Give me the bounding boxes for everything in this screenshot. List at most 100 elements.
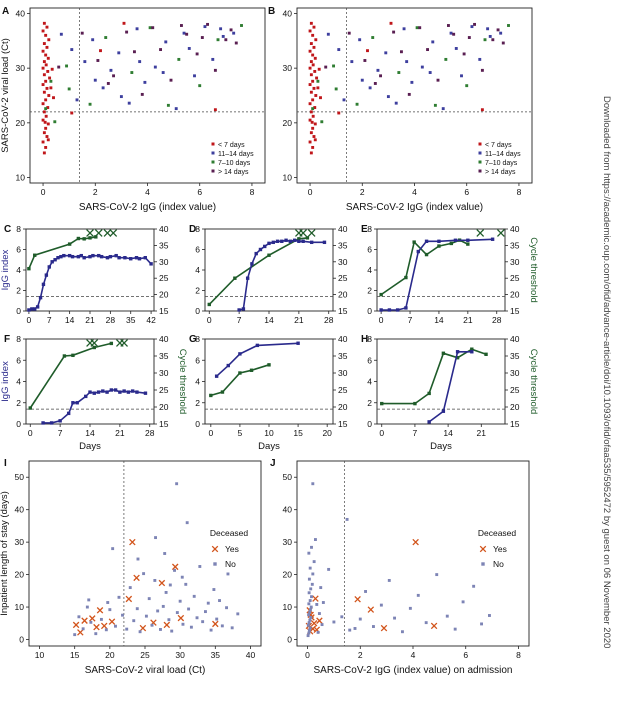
panel-G-ytick-label: 4	[195, 377, 200, 387]
data-point	[376, 68, 380, 72]
legend-key	[211, 545, 219, 553]
igg-point	[33, 307, 37, 311]
ct-undetected-marker	[476, 229, 485, 237]
data-point	[185, 521, 189, 525]
right-ytick-label: 20	[338, 402, 348, 412]
data-point	[49, 86, 53, 90]
data-point	[100, 622, 108, 630]
data-point	[373, 82, 377, 85]
data-point	[41, 66, 45, 70]
data-point	[201, 620, 205, 624]
data-point	[230, 626, 234, 630]
data-point	[307, 613, 311, 617]
data-point	[445, 614, 449, 618]
data-point	[192, 594, 196, 598]
data-point	[311, 79, 315, 83]
ct-series-line	[381, 348, 487, 405]
igg-point	[117, 256, 121, 260]
igg-point	[387, 308, 392, 312]
igg-point	[245, 276, 250, 280]
data-point	[229, 28, 233, 32]
download-note: Downloaded from https://academic.oup.com…	[601, 96, 612, 649]
panel-E-xtick-label: 14	[434, 315, 444, 325]
data-point	[46, 106, 50, 109]
panel-H-ytick-label: 2	[367, 398, 372, 408]
igg-point	[88, 390, 92, 394]
data-point	[177, 614, 185, 622]
data-point	[200, 36, 204, 39]
igg-point	[258, 247, 263, 252]
data-point	[44, 107, 48, 111]
ct-point	[238, 371, 242, 375]
igg-point	[427, 420, 431, 424]
data-point	[309, 21, 313, 25]
data-point	[501, 41, 505, 45]
data-point	[45, 25, 49, 29]
panel-G-ytick-label: 6	[195, 355, 200, 365]
data-point	[308, 610, 312, 614]
ct-undetected-marker	[109, 229, 118, 237]
data-point	[41, 140, 45, 144]
data-point	[144, 614, 148, 618]
data-point	[384, 51, 388, 55]
ct-point	[379, 292, 383, 297]
panel-F-frame	[25, 338, 155, 425]
data-point	[472, 584, 476, 588]
data-point	[151, 26, 155, 30]
data-point	[473, 22, 477, 26]
igg-point	[76, 254, 81, 259]
igg-point	[453, 238, 458, 242]
panel-E-xtick-label: 7	[408, 315, 413, 325]
panel-G-xtick-label: 5	[238, 428, 243, 438]
panel-H-ytick-label: 6	[367, 355, 372, 365]
data-point	[161, 604, 165, 608]
igg-point	[238, 352, 242, 356]
right-ytick-label: 20	[159, 290, 169, 300]
data-point	[45, 86, 49, 90]
igg-point	[66, 411, 71, 416]
ct-point	[88, 236, 92, 240]
legend-key	[479, 545, 487, 553]
igg-point	[226, 363, 230, 368]
ct-series-line	[210, 364, 270, 397]
igg-point	[41, 282, 46, 287]
igg-point	[250, 262, 254, 266]
igg-point	[58, 419, 62, 423]
data-point	[47, 38, 51, 42]
igg-point	[91, 253, 95, 258]
igg-point	[490, 237, 495, 241]
ct-point	[404, 275, 408, 280]
panel-J-ytick-label: 30	[283, 537, 293, 547]
panel-A-xtick-label: 2	[93, 187, 98, 197]
data-point-b	[139, 624, 147, 632]
data-point-b	[89, 615, 96, 622]
igg-point	[92, 391, 96, 395]
data-point	[310, 595, 313, 599]
data-point	[308, 566, 312, 570]
igg-point	[309, 240, 314, 245]
igg-point	[301, 239, 305, 243]
legend-key-b	[479, 545, 487, 553]
y-axis-title: Inpatient length of stay (days)	[0, 491, 10, 616]
data-point	[368, 86, 372, 90]
data-point	[41, 102, 45, 106]
data-point	[163, 552, 167, 555]
igg-point	[38, 295, 43, 300]
data-point	[332, 64, 336, 68]
data-point	[309, 90, 313, 94]
data-point	[180, 575, 184, 579]
data-point	[174, 107, 178, 111]
data-point	[363, 59, 367, 62]
panel-I-xtick-label: 35	[211, 650, 221, 660]
igg-point	[137, 257, 142, 261]
ct-point	[412, 240, 416, 244]
data-point-b	[100, 622, 108, 630]
igg-point	[53, 258, 57, 262]
right-ytick-label: 15	[159, 419, 169, 429]
panel-H: 0 7 14 21 0 2 4 6 8 15 20 25 30 35 40 Cycle threshold Da…	[367, 334, 539, 452]
data-point	[219, 27, 223, 31]
data-point	[108, 608, 112, 612]
data-point	[164, 40, 168, 44]
data-point	[104, 36, 108, 39]
right-ytick-label: 35	[338, 351, 348, 361]
